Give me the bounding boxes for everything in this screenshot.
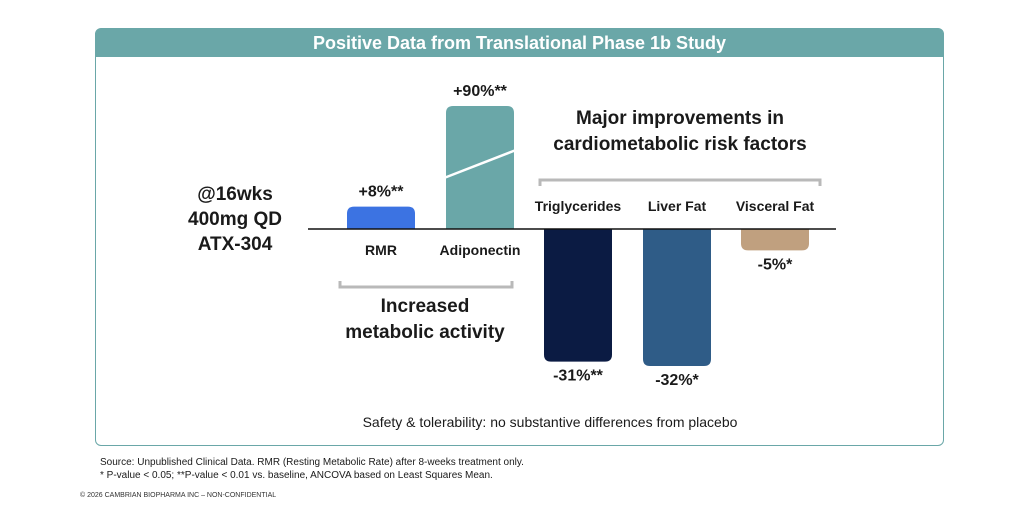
dose-line-2: 400mg QD [188, 209, 282, 230]
safety-note: Safety & tolerability: no substantive di… [362, 414, 738, 430]
value-label-adiponectin: +90%** [453, 83, 508, 100]
value-label-visceral-fat: -5%* [758, 256, 793, 273]
source-footnote: Source: Unpublished Clinical Data. RMR (… [100, 457, 524, 468]
bar-rmr [347, 206, 415, 229]
category-label-rmr: RMR [365, 242, 397, 258]
value-label-rmr: +8%** [359, 184, 405, 201]
bar-adiponectin [446, 106, 514, 229]
pvalue-footnote: * P-value < 0.05; **P-value < 0.01 vs. b… [100, 470, 493, 481]
increased-bracket [338, 281, 514, 289]
increased-activity-label: Increased metabolic activity [345, 296, 505, 343]
footnotes: Source: Unpublished Clinical Data. RMR (… [100, 456, 524, 482]
category-label-adiponectin: Adiponectin [440, 242, 521, 258]
dose-line-3: ATX-304 [197, 234, 273, 255]
dose-line-1: @16wks [197, 184, 273, 205]
category-label-triglycerides: Triglycerides [535, 198, 622, 214]
bar-liver-fat [643, 229, 711, 366]
major-improvements-label: Major improvements in cardiometabolic ri… [553, 108, 807, 155]
bar-visceral-fat [741, 229, 809, 251]
bar-triglycerides [544, 229, 612, 362]
category-label-visceral-fat: Visceral Fat [736, 198, 815, 214]
panel-title: Positive Data from Translational Phase 1… [96, 29, 943, 57]
axis-break-adiponectin [443, 148, 517, 180]
value-label-liver-fat: -32%* [655, 372, 699, 389]
copyright: © 2026 CAMBRIAN BIOPHARMA INC – NON-CONF… [80, 492, 277, 499]
major-bracket [538, 178, 822, 186]
dose-label: @16wks 400mg QD ATX-304 [165, 182, 305, 257]
category-label-liver-fat: Liver Fat [648, 198, 707, 214]
value-label-triglycerides: -31%** [553, 368, 604, 385]
